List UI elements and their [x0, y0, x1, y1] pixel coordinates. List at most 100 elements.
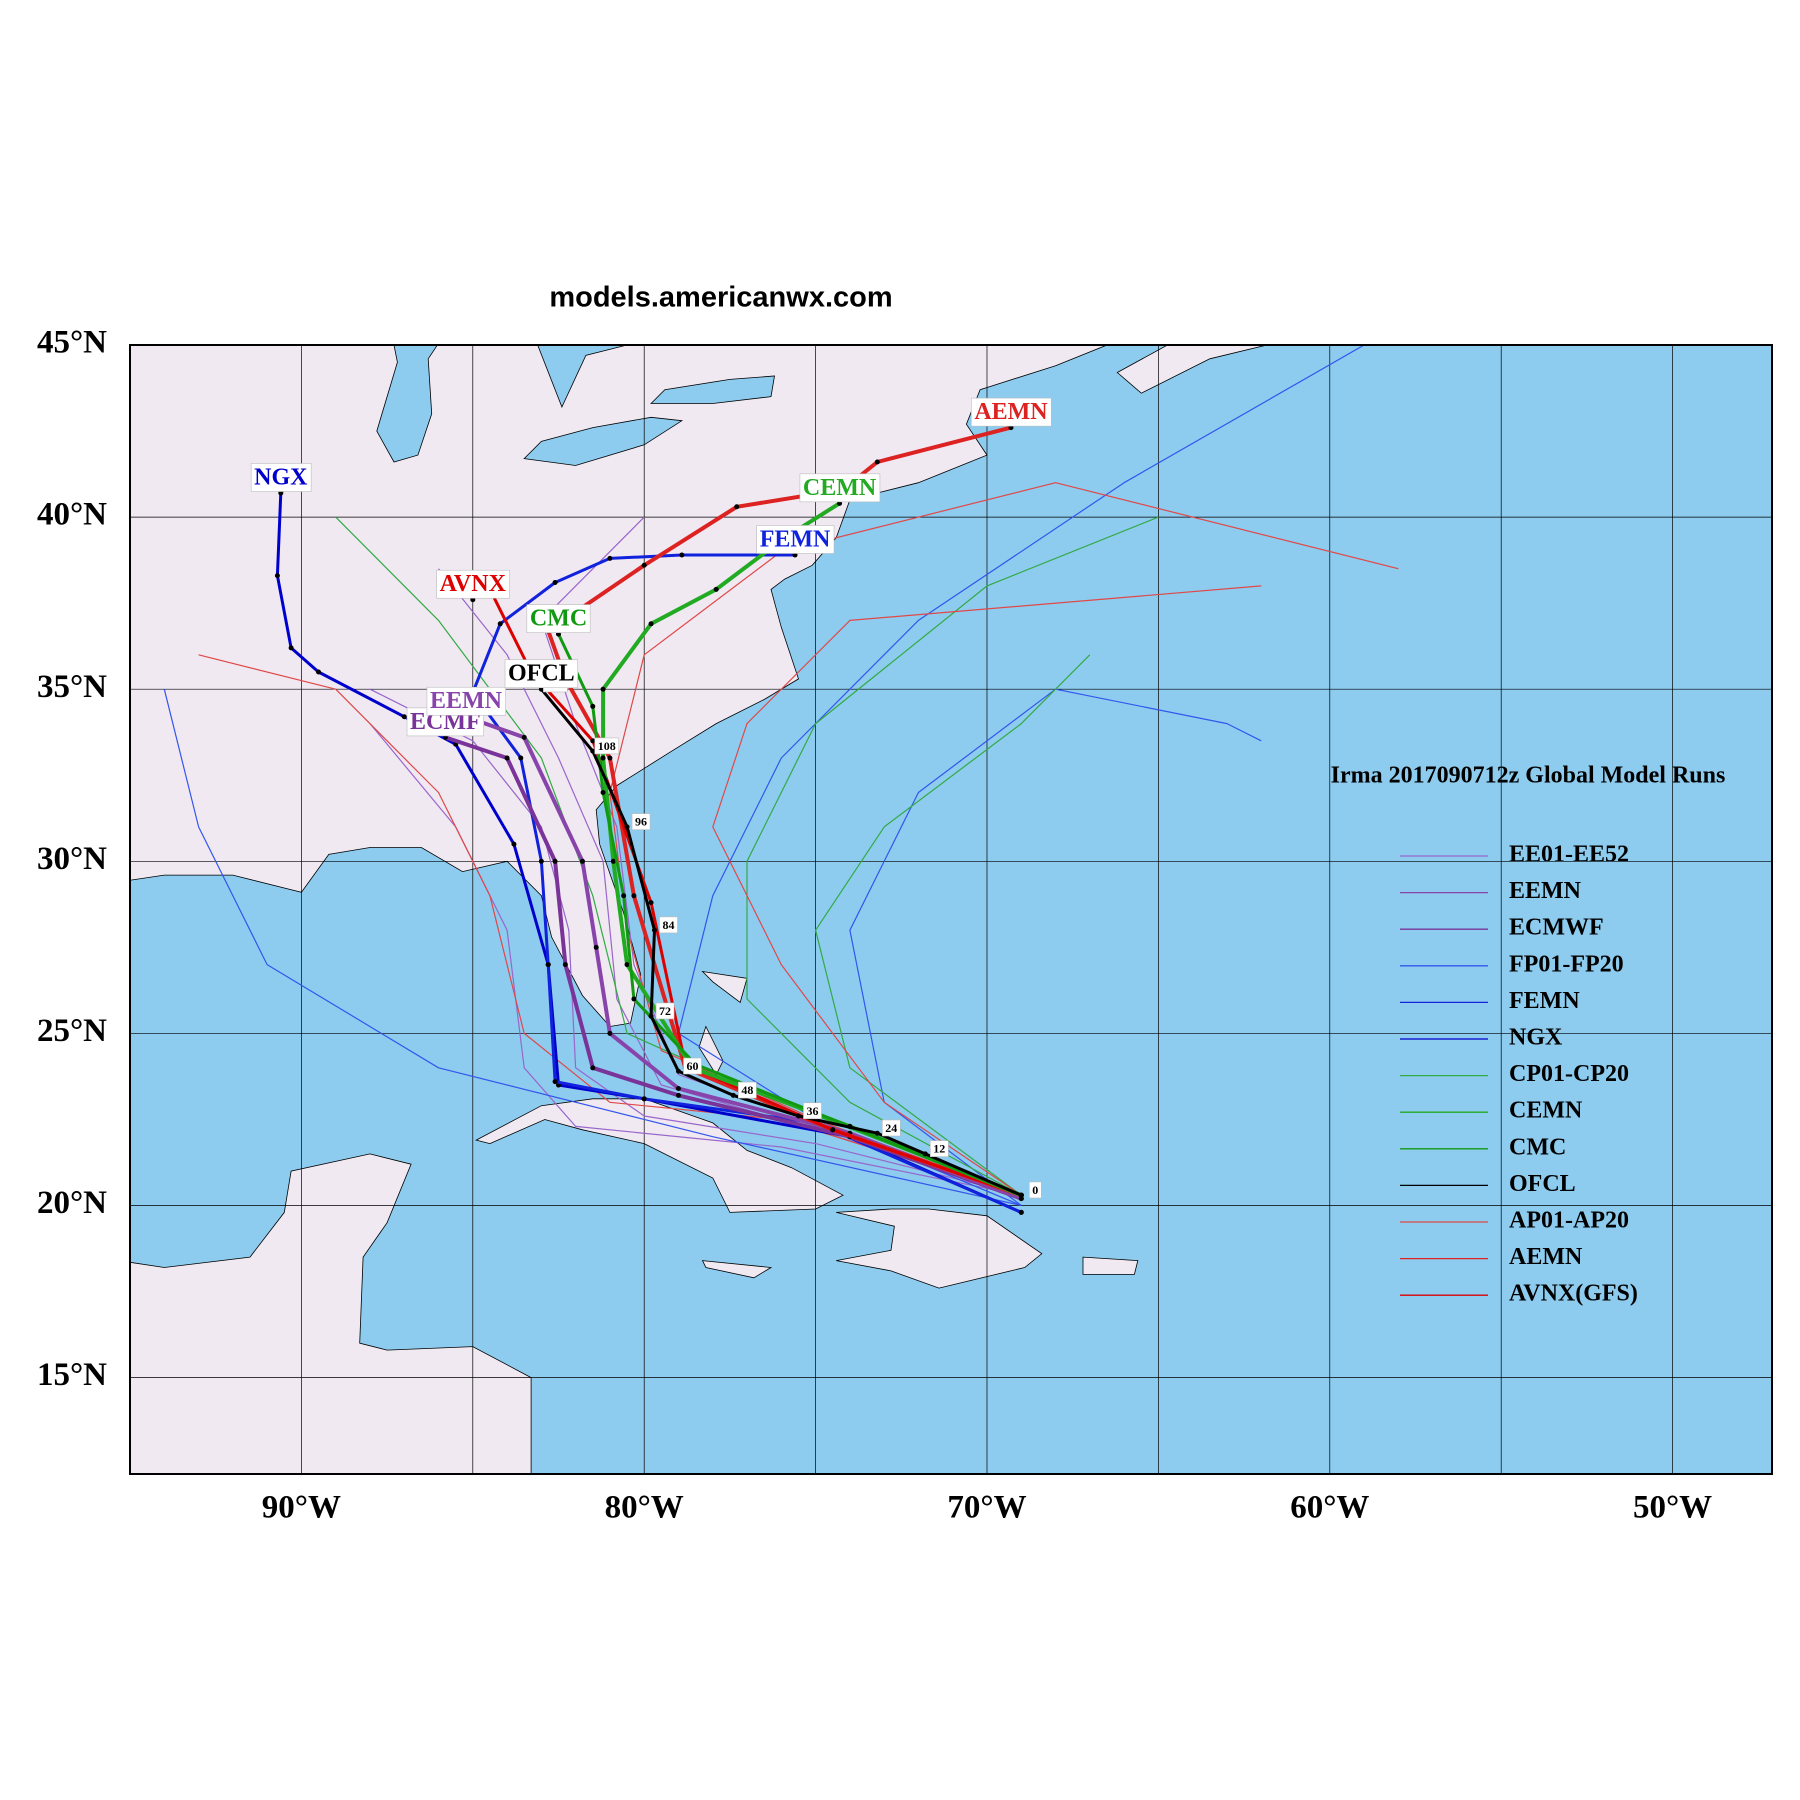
- track-point: [624, 962, 630, 968]
- track-point: [538, 858, 544, 864]
- forecast-hour-label-box: [738, 1081, 757, 1099]
- forecast-hour-label: 96: [635, 815, 647, 829]
- track-point: [631, 893, 637, 899]
- forecast-hour-label-box: [803, 1102, 822, 1120]
- forecast-hour-label-group: 36: [803, 1102, 822, 1120]
- lake-erie: [523, 416, 684, 466]
- track-point: [316, 669, 322, 675]
- model-label-group: FEMN: [756, 525, 835, 554]
- legend-label: OFCL: [1509, 1171, 1576, 1197]
- legend-label: FEMN: [1509, 988, 1580, 1014]
- model-label-group: AVNX: [436, 569, 510, 599]
- forecast-hour-label-group: 48: [738, 1081, 757, 1099]
- track-point: [830, 1127, 836, 1133]
- forecast-hour-label-box: [929, 1140, 949, 1157]
- land-north-america: [130, 345, 1108, 1027]
- track-point: [504, 755, 510, 761]
- track-point: [590, 1065, 596, 1071]
- forecast-hour-label: 12: [933, 1142, 945, 1156]
- model-label: FEMN: [760, 526, 831, 552]
- x-tick-label: 50°W: [1633, 1490, 1712, 1526]
- y-tick-label: 35°N: [37, 669, 107, 705]
- track-point: [552, 580, 558, 586]
- track-point: [518, 755, 524, 761]
- y-tick-label: 30°N: [37, 841, 107, 877]
- land-jamaica: [701, 1260, 773, 1279]
- track-point: [624, 824, 630, 830]
- model-label-group: EEMN: [426, 686, 506, 716]
- track-point: [648, 900, 654, 906]
- legend-label: FP01-FP20: [1509, 951, 1624, 977]
- forecast-hour-label-group: 0: [1028, 1181, 1042, 1199]
- track-point: [552, 1079, 558, 1085]
- track-point: [600, 755, 606, 761]
- track-point: [590, 738, 596, 744]
- forecast-hour-label-box: [655, 1002, 675, 1020]
- x-tick-label: 60°W: [1290, 1490, 1369, 1526]
- track-point: [1018, 1209, 1024, 1215]
- model-label: CEMN: [803, 475, 877, 501]
- track-point: [651, 927, 657, 933]
- track-point: [521, 734, 527, 740]
- track-point: [600, 789, 606, 795]
- model-label: EEMN: [430, 688, 503, 714]
- forecast-hour-label-box: [659, 916, 678, 934]
- model-label-box: [426, 686, 506, 716]
- forecast-hour-label-box: [881, 1119, 901, 1137]
- legend-label: CP01-CP20: [1509, 1061, 1629, 1087]
- legend-label: AEMN: [1509, 1244, 1583, 1270]
- lake-michigan: [376, 345, 438, 463]
- map-frame: [129, 344, 1773, 1475]
- x-tick-label: 90°W: [262, 1490, 341, 1526]
- forecast-hour-label-box: [594, 737, 620, 755]
- track-point: [593, 944, 599, 950]
- legend: EE01-EE52 EEMN ECMWF FP01-FP20 FEMN NGX CP01-C…: [1400, 842, 1638, 1307]
- track-point: [511, 841, 517, 847]
- track-point: [401, 714, 407, 720]
- track-point: [288, 645, 294, 651]
- model-label-group: CEMN: [799, 473, 881, 503]
- model-label-box: [436, 569, 510, 599]
- track-point: [641, 1096, 647, 1102]
- legend-label: CMC: [1509, 1134, 1566, 1160]
- model-label-group: NGX: [250, 463, 312, 492]
- model-track: [557, 633, 1022, 1197]
- x-tick-label: 70°W: [947, 1490, 1026, 1526]
- forecast-hour-label-box: [631, 813, 651, 830]
- forecast-hour-label-box: [683, 1057, 702, 1075]
- forecast-hour-label: 84: [662, 918, 674, 932]
- forecast-hour-label-group: 96: [631, 813, 651, 830]
- track-point: [552, 858, 558, 864]
- model-label: NGX: [254, 465, 308, 491]
- label-layer: NGXFEMNECMFEEMNAEMNAVNXCEMNCMC0122436486…: [250, 397, 1052, 1199]
- forecast-hour-label-group: 24: [881, 1119, 901, 1137]
- forecast-hour-label: 60: [686, 1059, 698, 1073]
- forecast-hour-label-group: 60: [683, 1057, 702, 1075]
- track-point: [648, 621, 654, 627]
- model-label-box: [250, 463, 312, 492]
- track-point: [675, 1068, 681, 1074]
- ensemble-track: [712, 585, 1262, 1196]
- forecast-hour-label: 0: [1032, 1183, 1038, 1197]
- y-tick-label: 25°N: [37, 1013, 107, 1049]
- track-point: [607, 555, 613, 561]
- track-point: [648, 1013, 654, 1019]
- track-point: [922, 1151, 928, 1157]
- land-nova-scotia: [1116, 345, 1269, 394]
- legend-label: EE01-EE52: [1509, 842, 1629, 868]
- track-point: [607, 1030, 613, 1036]
- model-label-box: [756, 525, 835, 554]
- track-point: [730, 1092, 736, 1098]
- y-tick-label: 40°N: [37, 497, 107, 533]
- y-tick-label: 45°N: [37, 325, 107, 361]
- track-point: [641, 562, 647, 568]
- y-tick-label: 15°N: [37, 1357, 107, 1393]
- forecast-hour-label: 36: [806, 1104, 818, 1118]
- ensemble-track: [369, 688, 1022, 1196]
- legend-label: EEMN: [1509, 878, 1582, 904]
- forecast-hour-label-group: 12: [929, 1140, 949, 1157]
- y-tick-label: 20°N: [37, 1185, 107, 1221]
- forecast-hour-label-group: 72: [655, 1002, 675, 1020]
- track-point: [734, 504, 740, 510]
- x-tick-label: 80°W: [605, 1490, 684, 1526]
